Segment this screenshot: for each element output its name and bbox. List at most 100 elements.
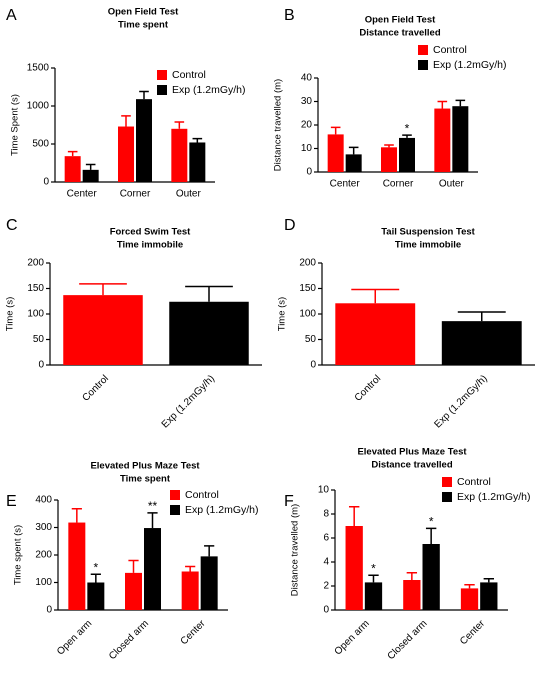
bar: [63, 295, 143, 365]
y-tick-label: 100: [27, 309, 44, 320]
y-tick-label: 150: [27, 283, 44, 294]
bar: [144, 528, 161, 610]
bar: [345, 154, 362, 172]
y-tick-label: 0: [323, 605, 329, 616]
y-tick-label: 40: [301, 73, 313, 84]
x-tick-label: Corner: [120, 189, 151, 200]
y-tick-label: 400: [35, 495, 52, 506]
chart-title: Open Field Test: [365, 15, 436, 26]
y-tick-label: 20: [301, 120, 313, 131]
legend-label: Control: [433, 44, 467, 56]
chart-title: Elevated Plus Maze Test: [357, 447, 467, 458]
chart-subtitle: Time immobile: [117, 240, 183, 251]
bar: [171, 128, 188, 182]
y-tick-label: 30: [301, 96, 313, 107]
y-tick-label: 10: [318, 485, 330, 496]
chart-subtitle: Time spent: [120, 474, 171, 485]
legend-label: Exp (1.2mGy/h): [172, 84, 246, 96]
chart-title: Elevated Plus Maze Test: [90, 461, 200, 472]
significance-marker: *: [429, 515, 434, 529]
y-axis-label: Time (s): [277, 297, 288, 331]
y-tick-label: 0: [38, 360, 44, 371]
error-bar: [185, 565, 196, 572]
y-tick-label: 50: [33, 334, 45, 345]
error-bar: [368, 574, 379, 583]
chart-subtitle: Distance travelled: [359, 28, 441, 39]
y-tick-label: 150: [299, 283, 316, 294]
y-tick-label: 200: [27, 258, 44, 269]
legend-label: Control: [185, 489, 219, 501]
bar: [136, 99, 152, 182]
error-bar: [121, 115, 131, 127]
bar: [480, 582, 498, 610]
legend-swatch: [442, 492, 452, 502]
bar: [441, 321, 522, 365]
y-tick-label: 8: [323, 509, 329, 520]
error-bar: [384, 144, 394, 148]
x-tick-label: Corner: [383, 179, 414, 190]
error-bar: [351, 288, 400, 304]
x-tick-label: Center: [179, 618, 208, 647]
y-tick-label: 1000: [27, 101, 50, 112]
bar: [403, 580, 421, 610]
bar: [327, 134, 344, 172]
error-bar: [67, 150, 78, 157]
y-axis-label: Time spent (s): [13, 525, 24, 585]
bar: [118, 126, 134, 182]
panel-letter: A: [6, 7, 17, 24]
bar: [87, 582, 105, 610]
x-tick-label: Control: [80, 373, 111, 404]
y-tick-label: 100: [35, 577, 52, 588]
y-axis-label: Distance travelled (m): [290, 504, 301, 596]
error-bar: [437, 100, 448, 109]
y-tick-label: 10: [301, 143, 313, 154]
y-tick-label: 200: [35, 550, 52, 561]
x-tick-label: Closed arm: [386, 618, 430, 662]
bar: [200, 556, 218, 610]
y-tick-label: 0: [310, 360, 316, 371]
bar: [189, 142, 206, 182]
chart-subtitle: Distance travelled: [371, 460, 453, 471]
significance-marker: *: [405, 121, 410, 135]
x-tick-label: Outer: [439, 179, 465, 190]
chart-title: Open Field Test: [108, 7, 179, 18]
error-bar: [85, 163, 96, 170]
legend-label: Exp (1.2mGy/h): [457, 491, 531, 503]
bar: [68, 522, 86, 610]
chart-subtitle: Time immobile: [395, 240, 461, 251]
error-bar: [147, 512, 158, 529]
x-tick-label: Control: [353, 373, 384, 404]
error-bar: [128, 559, 139, 573]
y-tick-label: 4: [323, 557, 329, 568]
legend-swatch: [157, 70, 167, 80]
chart-subtitle: Time spent: [118, 20, 169, 31]
x-tick-label: Center: [330, 179, 361, 190]
x-tick-label: Open arm: [55, 618, 94, 657]
bar: [335, 303, 416, 365]
legend-swatch: [418, 60, 428, 70]
error-bar: [79, 283, 127, 296]
panel-letter: F: [284, 493, 294, 510]
bar: [345, 526, 363, 610]
significance-marker: **: [148, 499, 158, 513]
y-tick-label: 0: [306, 167, 312, 178]
error-bar: [204, 545, 215, 557]
y-tick-label: 2: [323, 581, 329, 592]
error-bar: [457, 311, 506, 322]
x-tick-label: Open arm: [333, 618, 372, 657]
panel-letter: E: [6, 493, 17, 510]
y-tick-label: 0: [43, 177, 49, 188]
bar: [181, 571, 199, 610]
error-bar: [425, 527, 437, 544]
legend-label: Control: [457, 476, 491, 488]
legend-swatch: [170, 505, 180, 515]
bar: [364, 582, 383, 610]
error-bar: [90, 573, 101, 583]
x-tick-label: Closed arm: [107, 618, 151, 662]
error-bar: [348, 146, 359, 155]
y-tick-label: 6: [323, 533, 329, 544]
bar: [460, 588, 479, 610]
bar: [169, 301, 249, 365]
y-tick-label: 100: [299, 309, 316, 320]
bar: [399, 137, 415, 172]
